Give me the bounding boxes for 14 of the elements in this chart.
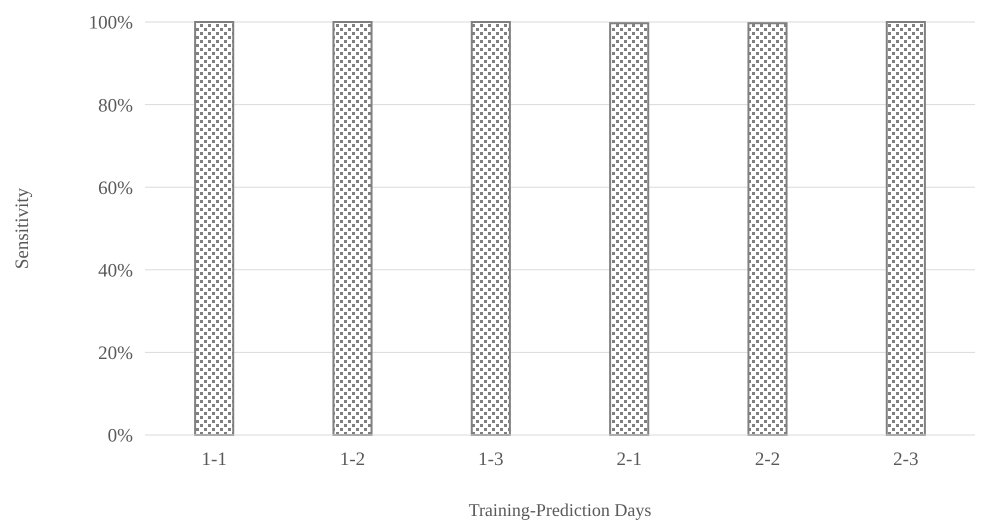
x-tick-label: 1-3 (478, 449, 504, 470)
y-axis-title: Sensitivity (12, 187, 33, 270)
y-tick-label: 60% (98, 178, 134, 199)
x-tick-label: 1-2 (340, 449, 366, 470)
y-tick-label: 0% (108, 426, 134, 447)
y-tick-label: 80% (98, 95, 134, 116)
x-tick-label: 1-1 (202, 449, 227, 470)
x-tick-label: 2-1 (616, 449, 642, 470)
x-axis-title: Training-Prediction Days (468, 500, 652, 520)
x-tick-label: 2-2 (754, 449, 780, 470)
y-tick-label: 40% (98, 260, 134, 282)
y-tick-label: 100% (88, 12, 134, 34)
y-tick-label: 20% (98, 343, 134, 364)
x-tick-label: 2-3 (893, 449, 918, 470)
